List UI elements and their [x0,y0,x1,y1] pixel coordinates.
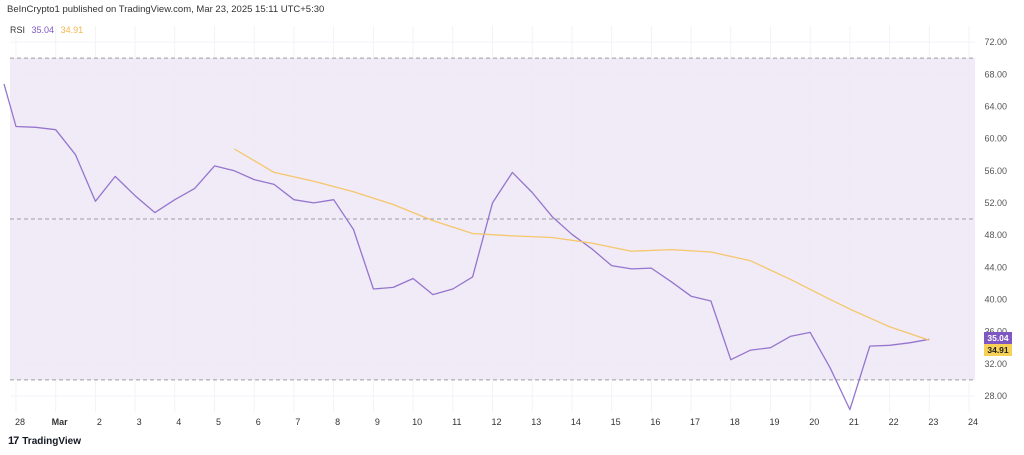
x-tick-label: 24 [968,417,978,427]
x-tick-label: 18 [730,417,740,427]
x-tick-label: Mar [52,417,69,427]
x-tick-label: 20 [809,417,819,427]
x-tick-label: 12 [491,417,501,427]
publish-header: BeInCrypto1 published on TradingView.com… [7,4,325,15]
x-tick-label: 3 [137,417,142,427]
y-tick-label: 56.00 [984,166,1007,176]
y-tick-label: 36.00 [984,327,1007,337]
y-tick-label: 28.00 [984,391,1007,401]
ma-price-badge: 34.91 [984,344,1012,356]
y-tick-label: 72.00 [984,37,1007,47]
x-tick-label: 5 [216,417,221,427]
y-tick-label: 68.00 [984,69,1007,79]
tradingview-brand[interactable]: 17 TradingView [8,435,81,447]
x-tick-label: 2 [97,417,102,427]
indicator-name[interactable]: RSI [10,25,26,35]
x-tick-label: 13 [531,417,541,427]
x-tick-label: 19 [769,417,779,427]
x-tick-label: 7 [295,417,300,427]
rsi-price-badge: 35.04 [984,332,1012,344]
rsi-band-fill [10,58,975,380]
ma-series-line [234,148,930,341]
x-tick-label: 22 [889,417,899,427]
x-tick-label: 9 [375,417,380,427]
y-tick-label: 60.00 [984,134,1007,144]
y-tick-label: 40.00 [984,294,1007,304]
ma-legend-value: 34.91 [60,25,84,35]
y-tick-label: 32.00 [984,359,1007,369]
y-tick-label: 48.00 [984,230,1007,240]
x-tick-label: 10 [412,417,422,427]
x-tick-label: 6 [256,417,261,427]
rsi-series-line [3,83,930,411]
y-tick-label: 64.00 [984,101,1007,111]
tradingview-logo-icon: 17 [8,435,19,447]
x-tick-label: 23 [928,417,938,427]
x-tick-label: 14 [571,417,581,427]
x-tick-label: 21 [849,417,859,427]
x-tick-label: 17 [690,417,700,427]
x-tick-label: 15 [611,417,621,427]
indicator-legend: RSI 35.04 34.91 [10,25,83,35]
x-tick-label: 4 [176,417,181,427]
y-tick-label: 44.00 [984,262,1007,272]
x-tick-label: 16 [650,417,660,427]
brand-name: TradingView [22,435,81,447]
x-tick-label: 8 [335,417,340,427]
y-tick-label: 52.00 [984,198,1007,208]
x-tick-label: 28 [15,417,25,427]
rsi-legend-value: 35.04 [31,25,55,35]
x-tick-label: 11 [452,417,461,427]
